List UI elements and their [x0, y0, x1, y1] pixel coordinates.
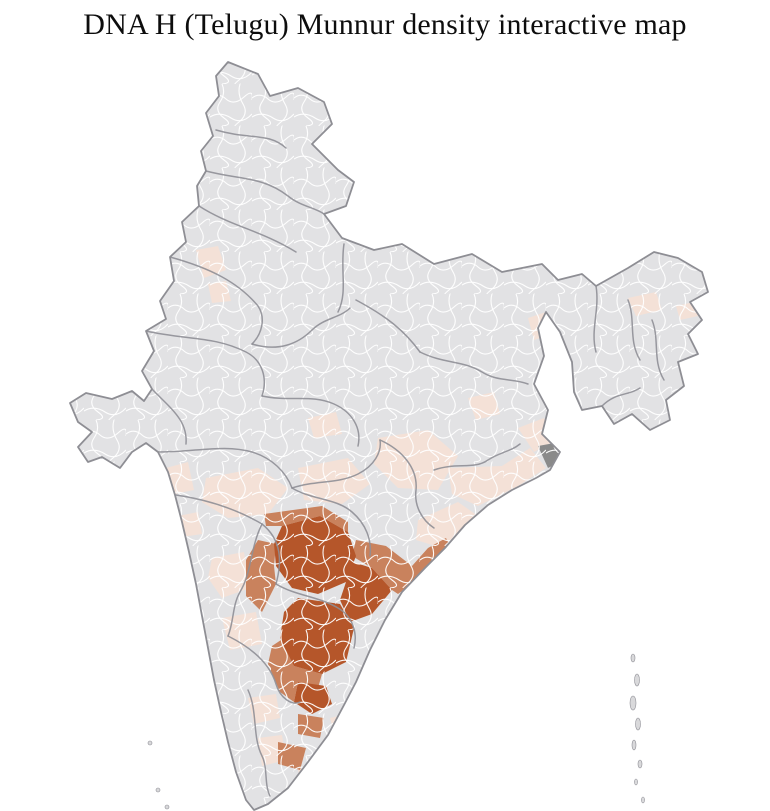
state-border-line: [227, 635, 301, 704]
state-border-line: [157, 447, 293, 489]
state-border-line: [151, 388, 187, 445]
page-title: DNA H (Telugu) Munnur density interactiv…: [83, 8, 687, 41]
island-marker[interactable]: [155, 787, 161, 793]
island-marker[interactable]: [629, 695, 637, 711]
state-border-line: [355, 299, 421, 353]
state-border-line: [227, 523, 263, 637]
state-border-line: [169, 256, 264, 345]
district-region-south-tn[interactable]: [298, 768, 326, 792]
state-border-line: [651, 319, 665, 381]
state-border-line: [261, 395, 360, 447]
state-border-group: [145, 129, 665, 797]
island-marker[interactable]: [631, 739, 637, 751]
state-border-line: [627, 299, 641, 361]
state-border-line: [291, 487, 372, 557]
state-border-line: [601, 387, 641, 407]
island-marker[interactable]: [637, 759, 643, 769]
state-border-line: [261, 523, 281, 585]
state-border-line: [175, 494, 263, 525]
state-border-line: [247, 689, 271, 797]
island-marker[interactable]: [641, 796, 645, 804]
state-border-line: [251, 307, 351, 348]
state-border-line: [291, 439, 382, 489]
island-marker[interactable]: [635, 717, 641, 731]
district-boundary-mesh: [70, 62, 708, 810]
state-border-line: [205, 170, 325, 215]
island-marker[interactable]: [147, 740, 153, 746]
state-border-line: [419, 351, 529, 385]
state-border-line: [593, 285, 598, 353]
island-marker[interactable]: [634, 778, 638, 786]
island-marker[interactable]: [634, 673, 640, 687]
state-border-line: [337, 243, 345, 313]
state-border-line: [275, 583, 356, 649]
island-marker[interactable]: [630, 653, 636, 663]
india-outline: [69, 61, 709, 811]
island-marker[interactable]: [164, 804, 170, 810]
island-group: [147, 653, 645, 810]
state-border-line: [215, 129, 287, 149]
state-border-line: [145, 330, 266, 397]
state-border-line: [379, 439, 435, 529]
state-border-line: [433, 443, 521, 471]
state-border-line: [198, 205, 297, 253]
